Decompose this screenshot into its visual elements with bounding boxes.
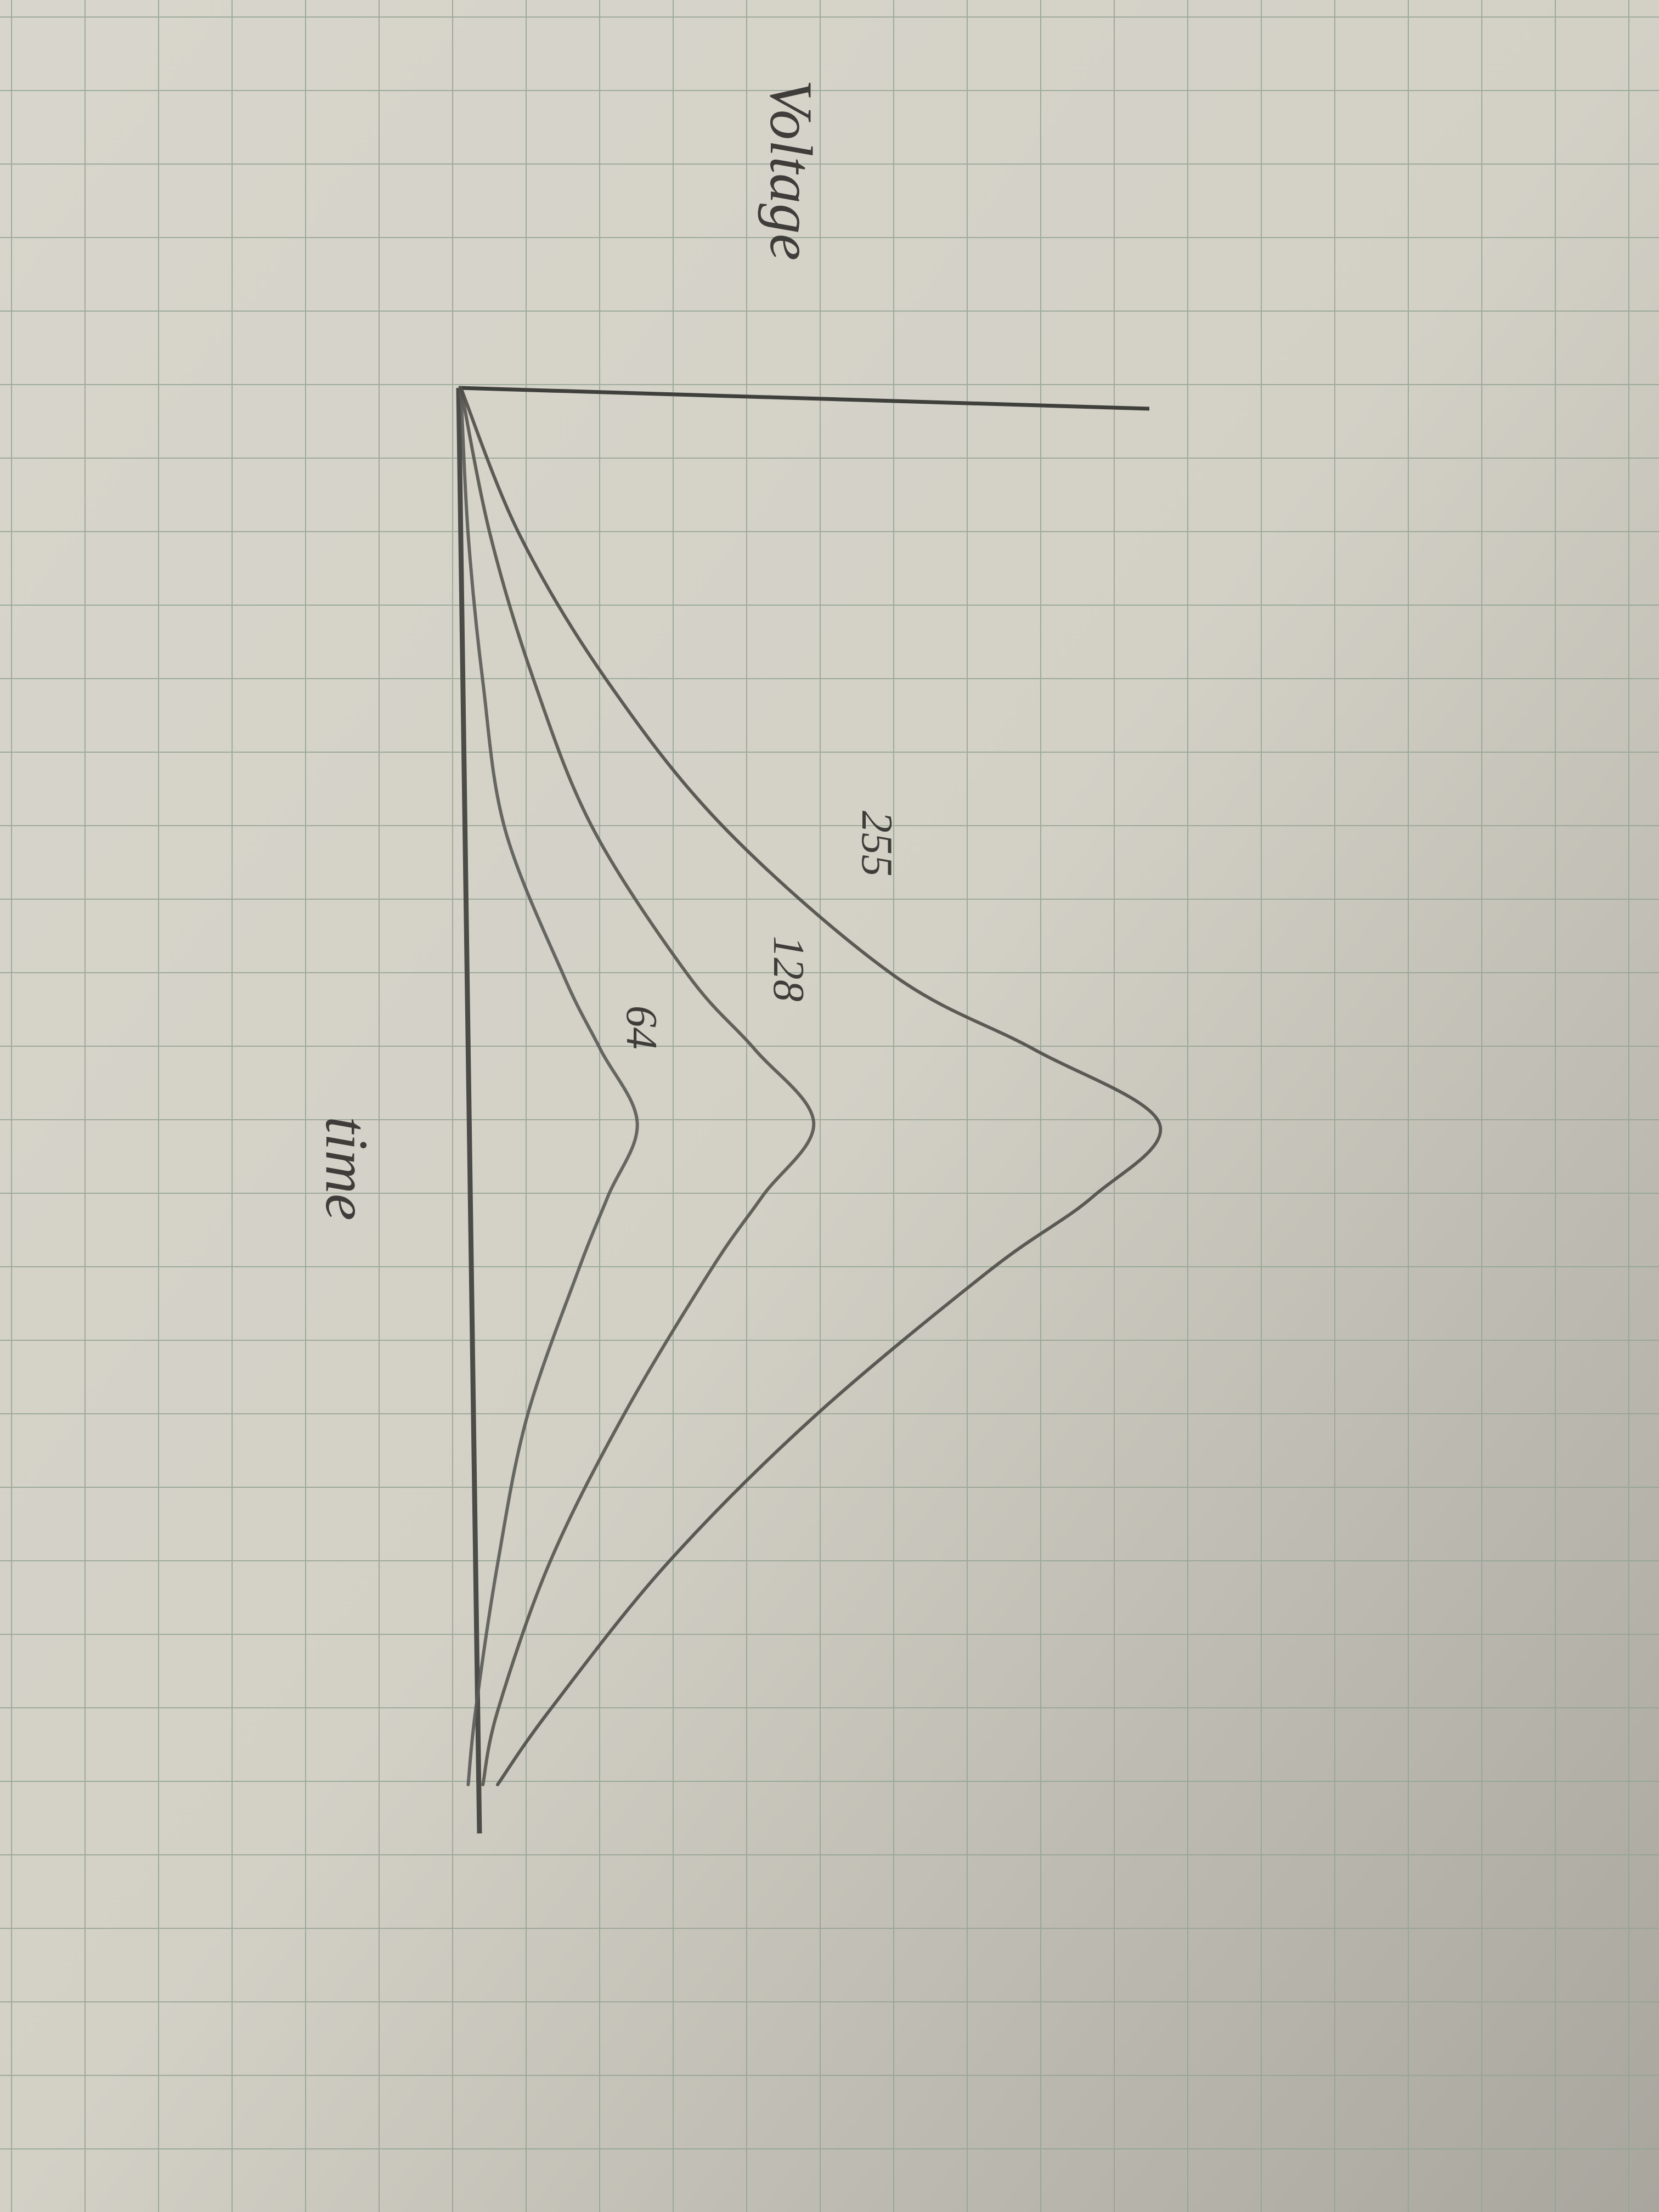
- plot: 64 128 255: [459, 386, 1163, 1786]
- curve-label: 128: [764, 936, 812, 1002]
- x-axis-label: time: [313, 1116, 380, 1220]
- curve-label: 64: [617, 1006, 665, 1049]
- time-axis: [456, 387, 482, 1834]
- voltage-axis: [458, 386, 1150, 411]
- y-axis-label: Voltage: [758, 80, 825, 261]
- curve: [459, 386, 1163, 1786]
- curve-label: 255: [853, 811, 901, 877]
- curve: [459, 386, 816, 1786]
- curve: [459, 386, 639, 1786]
